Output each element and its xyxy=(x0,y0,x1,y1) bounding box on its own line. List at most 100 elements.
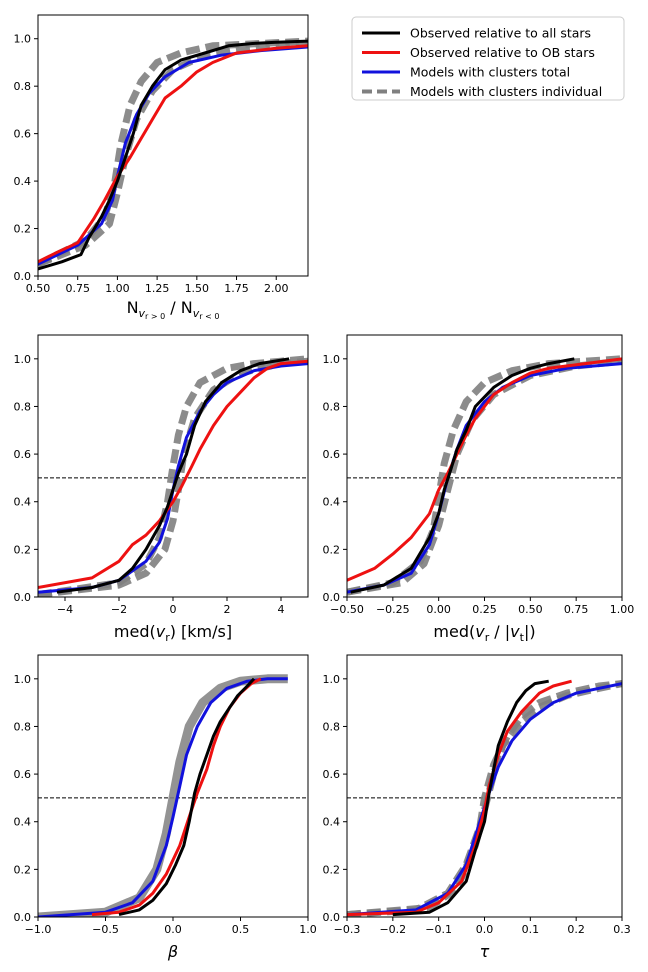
x-axis-label: β xyxy=(167,942,178,961)
x-tick-label: 0 xyxy=(170,603,177,616)
plot-area xyxy=(38,37,308,271)
x-tick-label: −0.3 xyxy=(334,923,361,936)
x-tick-label: −0.2 xyxy=(379,923,406,936)
y-tick-label: 1.0 xyxy=(14,33,32,46)
series-line-4 xyxy=(350,357,575,594)
plot-area xyxy=(38,355,308,597)
x-axis-label: med(vr / |vt|) xyxy=(433,622,535,644)
y-tick-label: 0.6 xyxy=(14,768,32,781)
y-tick-label: 0.2 xyxy=(14,543,32,556)
series-line-1 xyxy=(38,40,308,268)
y-tick-label: 0.2 xyxy=(14,223,32,236)
series-line-0 xyxy=(38,674,288,917)
y-tick-label: 0.2 xyxy=(323,863,341,876)
x-tick-label: 1.0 xyxy=(299,923,317,936)
y-tick-label: 0.6 xyxy=(323,768,341,781)
y-tick-label: 0.0 xyxy=(14,911,32,924)
axes-frame xyxy=(37,334,309,598)
x-tick-label: 2 xyxy=(224,603,231,616)
x-tick-label: 0.00 xyxy=(426,603,451,616)
panel-nratio: 0.50 0.75 1.00 1.25 1.50 1.75 2.00 0.0 0.2 0.4 0.6… xyxy=(14,14,309,321)
y-tick-label: 0.4 xyxy=(14,496,32,509)
legend: Observed relative to all stars Observed r… xyxy=(351,16,625,101)
series-line-1 xyxy=(347,680,622,917)
y-tick-label: 0.8 xyxy=(14,400,32,413)
x-tick-label: 0.5 xyxy=(232,923,250,936)
y-tick-label: 1.0 xyxy=(14,673,32,686)
y-tick-label: 0.8 xyxy=(323,720,341,733)
series-line-1 xyxy=(38,677,288,917)
legend-label: Models with clusters individual xyxy=(410,84,602,99)
panel-tau: −0.3 −0.2 −0.1 0.0 0.1 0.2 0.3 0.0 0.2 0.4 0.6 0.8 1… xyxy=(323,654,631,961)
axes-frame xyxy=(37,14,309,277)
x-axis-label: Nvr > 0 / Nvr < 0 xyxy=(127,298,220,321)
series-line-0 xyxy=(38,355,308,597)
x-tick-label: 0.50 xyxy=(26,282,51,295)
y-tick-label: 1.0 xyxy=(323,353,341,366)
y-tick-label: 1.0 xyxy=(323,673,341,686)
series-line-3 xyxy=(38,359,308,589)
y-tick-label: 0.6 xyxy=(14,448,32,461)
series-line-3 xyxy=(118,677,256,917)
y-tick-label: 0.2 xyxy=(14,863,32,876)
x-tick-label: 1.00 xyxy=(105,282,130,295)
y-tick-label: 1.0 xyxy=(14,353,32,366)
x-tick-label: 1.75 xyxy=(224,282,249,295)
x-tick-label: −0.5 xyxy=(92,923,119,936)
x-tick-label: 0.0 xyxy=(164,923,182,936)
legend-label: Models with clusters total xyxy=(410,65,570,80)
series-line-4 xyxy=(56,357,290,594)
plot-area xyxy=(347,355,622,596)
x-axis-label: med(vr) [km/s] xyxy=(114,622,232,644)
x-tick-label: 2.00 xyxy=(264,282,289,295)
legend-label: Observed relative to all stars xyxy=(410,26,591,41)
plot-area xyxy=(347,679,622,917)
series-line-1 xyxy=(38,357,308,597)
y-tick-label: 0.4 xyxy=(323,816,341,829)
x-tick-label: −0.50 xyxy=(330,603,364,616)
y-tick-label: 0.8 xyxy=(323,400,341,413)
panel-medvrvt: −0.50 −0.25 0.00 0.25 0.50 0.75 1.00 0.0 0.2 0.4 0… xyxy=(323,334,635,644)
x-tick-label: 1.00 xyxy=(610,603,635,616)
x-tick-label: 0.75 xyxy=(564,603,589,616)
x-tick-label: 0.3 xyxy=(613,923,631,936)
y-tick-label: 0.4 xyxy=(14,816,32,829)
x-tick-label: −0.1 xyxy=(425,923,452,936)
series-line-3 xyxy=(38,44,308,264)
x-tick-label: −2 xyxy=(111,603,127,616)
x-tick-label: 0.25 xyxy=(472,603,497,616)
x-tick-label: −4 xyxy=(57,603,73,616)
x-tick-label: 0.0 xyxy=(476,923,494,936)
x-tick-label: 1.25 xyxy=(145,282,170,295)
x-tick-label: 0.75 xyxy=(65,282,90,295)
panel-beta: −1.0 −0.5 0.0 0.5 1.0 0.0 0.2 0.4 0.6 0.8 1.0 β xyxy=(14,654,317,961)
panel-medvr: −4 −2 0 2 4 0.0 0.2 0.4 0.6 0.8 1.0 med(vr) [km/s] xyxy=(14,334,309,644)
plot-area xyxy=(38,674,308,917)
x-axis-label: τ xyxy=(480,942,490,961)
series-line-0 xyxy=(38,37,308,268)
x-tick-label: −1.0 xyxy=(25,923,52,936)
y-tick-label: 0.6 xyxy=(323,448,341,461)
x-tick-label: 0.1 xyxy=(522,923,540,936)
x-tick-label: −0.25 xyxy=(376,603,410,616)
y-tick-label: 0.2 xyxy=(323,543,341,556)
y-tick-label: 0.0 xyxy=(323,591,341,604)
x-tick-label: 0.2 xyxy=(567,923,585,936)
series-line-4 xyxy=(392,679,549,917)
y-tick-label: 0.8 xyxy=(14,720,32,733)
series-line-3 xyxy=(347,357,622,582)
y-tick-label: 0.8 xyxy=(14,80,32,93)
series-line-2 xyxy=(38,45,308,266)
legend-box xyxy=(351,16,625,101)
y-tick-label: 0.0 xyxy=(14,270,32,283)
y-tick-label: 0.4 xyxy=(323,496,341,509)
x-tick-label: 0.50 xyxy=(518,603,543,616)
x-tick-label: 1.50 xyxy=(185,282,210,295)
series-line-4 xyxy=(38,39,308,271)
y-tick-label: 0.6 xyxy=(14,128,32,141)
y-tick-label: 0.0 xyxy=(323,911,341,924)
y-tick-label: 0.4 xyxy=(14,175,32,188)
y-tick-label: 0.0 xyxy=(14,591,32,604)
legend-label: Observed relative to OB stars xyxy=(410,45,595,60)
